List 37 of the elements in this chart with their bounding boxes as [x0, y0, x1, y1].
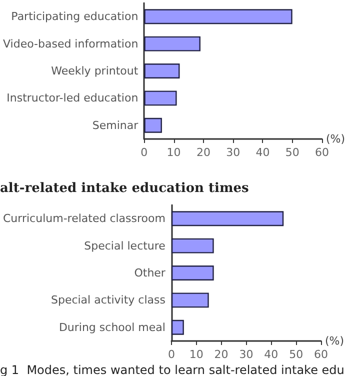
x-tick-label: 10: [166, 146, 181, 159]
bar: [171, 238, 214, 254]
bar: [171, 266, 214, 280]
x-tick-label: 10: [189, 348, 204, 361]
x-tick-label: 40: [264, 348, 278, 361]
bar: [144, 90, 177, 106]
y-tick-label: Instructor-led education: [6, 92, 138, 105]
x-tick-label: 30: [226, 146, 240, 159]
x-tick-label: 60: [314, 348, 328, 361]
y-tick-label: Special activity class: [50, 294, 166, 307]
y-tick-label: During school meal: [58, 320, 166, 334]
y-tick-label: Special lecture: [84, 239, 166, 252]
chart-title: alt-related intake education times: [0, 181, 249, 196]
y-tick-label: Video-based information: [2, 37, 138, 50]
y-tick-label: Participating education: [11, 10, 138, 24]
y-tick-label: Seminar: [92, 118, 139, 132]
bar: [144, 64, 180, 78]
x-tick-label: 20: [196, 146, 210, 159]
x-tick-label: 20: [214, 348, 228, 361]
x-tick-label: 50: [285, 146, 300, 159]
bar: [171, 211, 284, 226]
bar: [144, 118, 162, 133]
y-tick-label: Weekly printout: [51, 64, 139, 78]
x-axis-title: (%): [326, 132, 346, 146]
x-axis-title: (%): [325, 334, 344, 348]
x-tick-label: 50: [289, 348, 304, 361]
x-tick-label: 40: [256, 146, 270, 159]
x-tick-label: 0: [168, 348, 175, 361]
y-tick-label: Other: [134, 266, 166, 280]
y-tick-label: Curriculum-related classroom: [2, 212, 166, 226]
bar: [144, 36, 200, 52]
bar: [171, 320, 184, 335]
x-tick-label: 60: [314, 146, 329, 159]
x-tick-label: 0: [140, 146, 148, 159]
x-tick-label: 30: [239, 348, 254, 361]
bar: [171, 292, 209, 308]
bar: [144, 9, 292, 24]
